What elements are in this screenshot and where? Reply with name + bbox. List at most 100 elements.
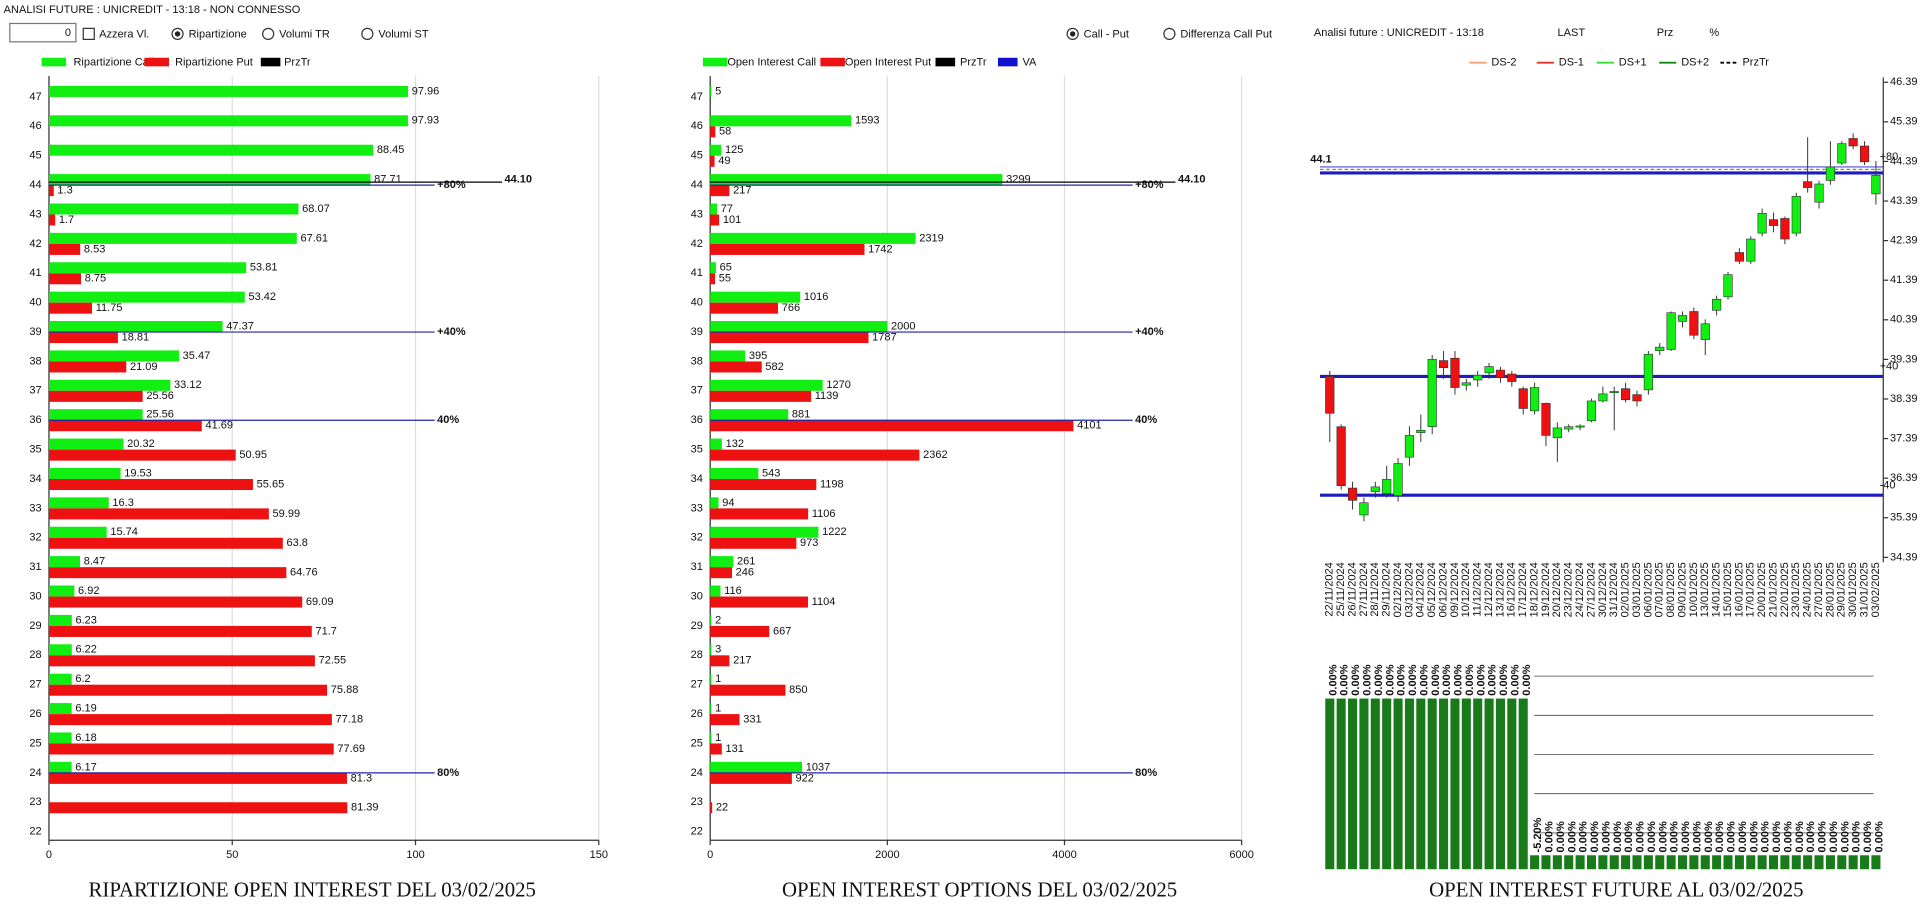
x-tick-label: 27/11/2024 bbox=[1358, 562, 1370, 616]
y-tick-label: 46 bbox=[29, 120, 41, 132]
bar bbox=[48, 585, 75, 597]
change-label: 0.00% bbox=[1475, 664, 1487, 695]
value-label: 50.95 bbox=[239, 449, 267, 461]
toolbar-label[interactable]: Call - Put bbox=[1084, 28, 1129, 40]
candle-body bbox=[1325, 376, 1335, 414]
bar bbox=[710, 556, 734, 568]
bar bbox=[710, 302, 779, 314]
y-tick-label: 25 bbox=[29, 737, 41, 749]
y-tick-label: 42 bbox=[691, 238, 703, 250]
y-tick-label: 37 bbox=[691, 385, 703, 397]
x-tick-label: 27/12/2024 bbox=[1585, 562, 1597, 617]
bar bbox=[710, 262, 716, 274]
candle-body bbox=[1484, 366, 1494, 374]
value-input[interactable] bbox=[9, 22, 77, 43]
y-tick-label: 41 bbox=[691, 267, 703, 279]
value-label: 973 bbox=[800, 537, 818, 549]
change-label: 0.00% bbox=[1691, 821, 1703, 852]
change-label: 0.00% bbox=[1623, 821, 1635, 852]
value-label: 16.3 bbox=[112, 497, 133, 509]
value-label: 1270 bbox=[826, 379, 851, 391]
bar bbox=[48, 379, 171, 391]
bar bbox=[48, 802, 348, 814]
bar bbox=[1665, 854, 1677, 870]
bar bbox=[1438, 697, 1449, 870]
bar bbox=[48, 449, 236, 461]
change-label: 0.00% bbox=[1873, 821, 1885, 852]
toolbar-label[interactable]: Azzera Vl. bbox=[99, 28, 149, 40]
input-value[interactable]: 0 bbox=[65, 27, 71, 39]
bar bbox=[48, 714, 332, 726]
candle-body bbox=[1712, 298, 1722, 311]
candle-body bbox=[1859, 145, 1870, 163]
bar bbox=[710, 508, 809, 520]
candle-body bbox=[1404, 435, 1415, 458]
bar bbox=[710, 585, 721, 597]
level-label: +40% bbox=[437, 326, 466, 338]
radio[interactable] bbox=[262, 27, 275, 41]
y-tick-label: 38 bbox=[29, 355, 41, 367]
bar bbox=[1847, 854, 1859, 870]
y-tick-label: 32 bbox=[691, 532, 703, 544]
change-label: 0.00% bbox=[1373, 664, 1385, 695]
bar bbox=[1813, 854, 1825, 870]
candle-body bbox=[1871, 174, 1881, 195]
bar bbox=[1461, 697, 1472, 870]
change-label: 0.00% bbox=[1589, 821, 1601, 852]
bar bbox=[48, 478, 253, 491]
x-tick-label: 04/12/2024 bbox=[1415, 562, 1427, 617]
x-tick-label: 30/12/2024 bbox=[1597, 562, 1609, 617]
bar bbox=[48, 556, 81, 568]
level-label: +40% bbox=[1135, 326, 1164, 338]
y-tick-label: 39.39 bbox=[1890, 353, 1918, 365]
x-tick-label: 29/01/2025 bbox=[1836, 562, 1848, 617]
price-label: 44.10 bbox=[1178, 174, 1206, 186]
bar bbox=[48, 655, 315, 667]
value-label: 922 bbox=[796, 772, 814, 784]
toolbar-label[interactable]: Volumi TR bbox=[279, 28, 330, 40]
bar bbox=[1347, 697, 1358, 870]
bar bbox=[710, 291, 801, 303]
x-tick-label: 11/12/2024 bbox=[1472, 562, 1484, 616]
bar bbox=[710, 614, 712, 626]
value-label: 132 bbox=[726, 438, 744, 450]
radio-dot[interactable] bbox=[1069, 31, 1076, 37]
bar bbox=[48, 232, 297, 244]
radio[interactable] bbox=[1163, 27, 1176, 41]
bar bbox=[1529, 854, 1540, 870]
change-label: 0.00% bbox=[1453, 664, 1465, 695]
toolbar-label[interactable]: Differenza Call Put bbox=[1180, 28, 1272, 40]
y-tick-label: 37 bbox=[29, 385, 41, 397]
value-label: 1198 bbox=[820, 478, 844, 490]
y-tick-label: 35 bbox=[691, 444, 703, 456]
level-label: 40% bbox=[437, 414, 459, 426]
value-label: 1 bbox=[715, 673, 721, 685]
value-label: 101 bbox=[723, 214, 741, 226]
radio-dot[interactable] bbox=[174, 31, 181, 37]
candle-body bbox=[1370, 486, 1380, 492]
radio[interactable] bbox=[361, 27, 374, 41]
candle-body bbox=[1632, 394, 1642, 402]
bar bbox=[710, 732, 712, 744]
bar bbox=[48, 772, 347, 784]
change-label: 0.00% bbox=[1566, 821, 1578, 852]
value-label: 65 bbox=[720, 262, 732, 274]
toolbar-label[interactable]: Ripartizione bbox=[189, 28, 247, 40]
change-label: 0.00% bbox=[1817, 821, 1829, 852]
checkbox[interactable] bbox=[82, 27, 95, 41]
y-tick-label: 25 bbox=[691, 737, 703, 749]
y-tick-label: 43 bbox=[691, 208, 703, 220]
candle-body bbox=[1575, 425, 1585, 428]
bar bbox=[710, 155, 715, 167]
bar bbox=[710, 673, 712, 685]
change-label: 0.00% bbox=[1509, 664, 1521, 695]
toolbar-label[interactable]: Volumi ST bbox=[378, 28, 428, 40]
change-label: 0.00% bbox=[1339, 664, 1351, 695]
price-label: 44.10 bbox=[504, 174, 532, 186]
candle-body bbox=[1450, 357, 1460, 388]
bar bbox=[710, 85, 712, 97]
bar bbox=[710, 625, 770, 637]
bar bbox=[1734, 854, 1745, 870]
bar bbox=[1722, 854, 1734, 870]
bar bbox=[48, 361, 127, 373]
